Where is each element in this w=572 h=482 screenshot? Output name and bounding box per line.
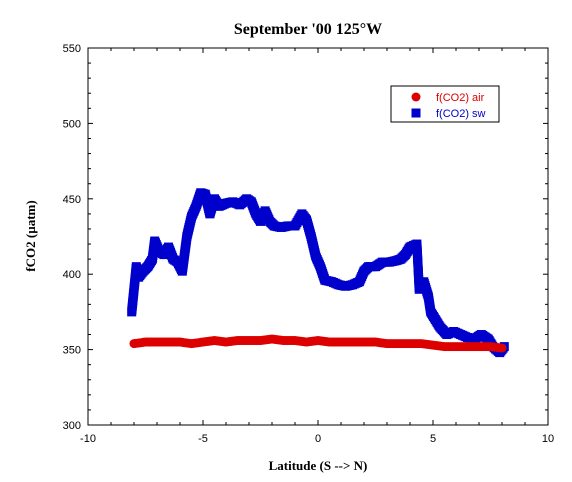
axis-ticks — [87, 47, 549, 426]
data-series — [127, 188, 509, 358]
chart-title: September '00 125°W — [234, 21, 382, 38]
legend-box — [390, 85, 500, 123]
y-tick-label: 400 — [63, 269, 81, 281]
legend-marker-sw — [411, 108, 421, 118]
x-axis-label: Latitude (S --> N) — [269, 458, 368, 473]
legend: f(CO2) air f(CO2) sw — [390, 85, 500, 123]
x-tick-label: -5 — [198, 433, 208, 445]
series-air — [129, 334, 507, 353]
legend-label-air: f(CO2) air — [436, 92, 485, 104]
x-tick-labels: -10 -5 0 5 10 — [80, 433, 554, 445]
series-sw — [127, 188, 509, 358]
y-tick-labels: 300 350 400 450 500 550 — [63, 43, 81, 432]
y-tick-label: 450 — [63, 194, 81, 206]
legend-label-sw: f(CO2) sw — [436, 108, 486, 120]
y-tick-label: 300 — [63, 420, 81, 432]
y-tick-label: 500 — [63, 118, 81, 130]
x-tick-label: -10 — [80, 433, 96, 445]
x-tick-label: 5 — [430, 433, 436, 445]
data-point-air — [497, 343, 507, 353]
y-axis-label: fCO2 (µatm) — [23, 200, 38, 271]
y-tick-label: 350 — [63, 345, 81, 357]
legend-marker-air — [411, 92, 421, 102]
x-tick-label: 0 — [315, 433, 321, 445]
y-tick-label: 550 — [63, 43, 81, 55]
x-tick-label: 10 — [542, 433, 554, 445]
